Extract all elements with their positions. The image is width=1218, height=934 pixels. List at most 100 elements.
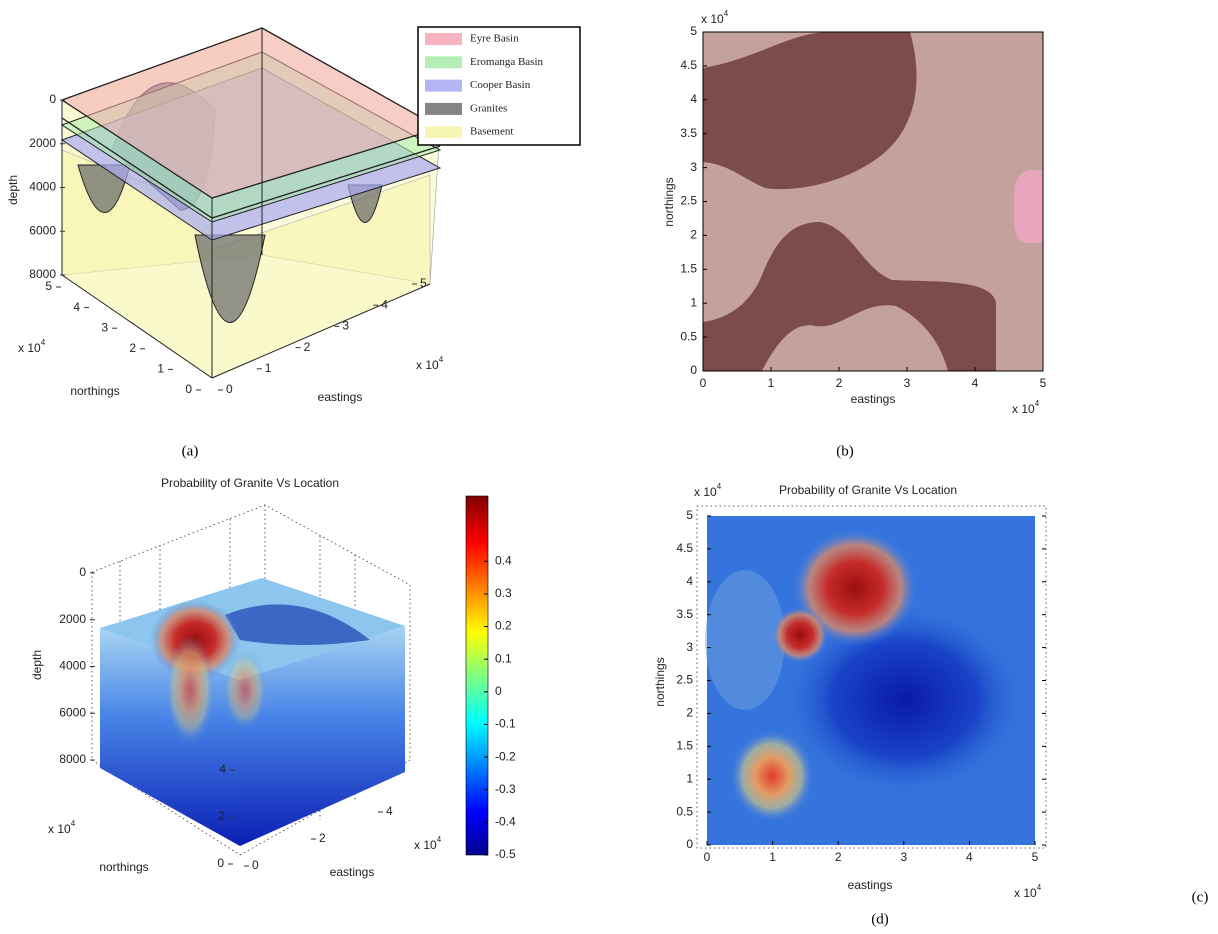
- multiplier: x 104: [694, 482, 722, 499]
- x-tick-label: 1: [769, 850, 776, 864]
- tick-label: 2: [218, 809, 225, 823]
- panel-a: depth northings eastings x 104 x 104 (a): [6, 27, 580, 459]
- y-tick-label: 4: [690, 92, 697, 106]
- multiplier: x 104: [18, 338, 46, 355]
- axis-label: northings: [99, 860, 148, 874]
- y-tick-label: 0: [686, 837, 693, 851]
- y-tick-label: 5: [690, 24, 697, 38]
- multiplier: x 104: [1012, 399, 1040, 416]
- colorbar-tick-label: 0.2: [495, 619, 512, 633]
- tick-label: 0: [185, 382, 192, 396]
- y-tick-label: 3.5: [680, 126, 697, 140]
- tick-label: 2000: [29, 136, 56, 150]
- multiplier: x 104: [1014, 883, 1042, 900]
- y-tick-label: 2.5: [680, 194, 697, 208]
- chart-title: Probability of Granite Vs Location: [779, 483, 957, 497]
- y-tick-label: 0.5: [676, 804, 693, 818]
- axis-label: northings: [662, 177, 676, 226]
- y-tick-label: 5: [686, 508, 693, 522]
- tick-label: 4000: [29, 180, 56, 194]
- colorbar-tick-label: -0.1: [495, 717, 516, 731]
- tick-label: 0: [217, 856, 224, 870]
- multiplier: x 104: [414, 835, 442, 852]
- y-tick-label: 4: [686, 574, 693, 588]
- tick-label: 2000: [59, 612, 86, 626]
- axis-label: depth: [6, 175, 20, 205]
- legend-label: Basement: [470, 126, 513, 138]
- colorbar-tick-label: -0.5: [495, 847, 516, 861]
- x-tick-label: 5: [1032, 850, 1039, 864]
- colorbar-tick-label: -0.2: [495, 749, 516, 763]
- caption: (b): [836, 443, 854, 459]
- y-tick-label: 4.5: [680, 58, 697, 72]
- legend-swatch: [425, 56, 462, 68]
- y-tick-label: 4.5: [676, 541, 693, 555]
- colorbar-tick-label: 0.3: [495, 586, 512, 600]
- legend-swatch: [425, 33, 462, 45]
- y-tick-label: 2: [690, 228, 697, 242]
- legend-label: Eromanga Basin: [470, 56, 544, 68]
- x-tick-label: 2: [835, 850, 842, 864]
- x-tick-label: 4: [972, 376, 979, 390]
- y-tick-label: 3: [690, 160, 697, 174]
- tick-label: 2: [129, 341, 136, 355]
- legend-label: Cooper Basin: [470, 79, 531, 91]
- x-tick-label: 3: [900, 850, 907, 864]
- legend-swatch: [425, 80, 462, 92]
- panel-b: eastings northings x 104 x 104 (b): [662, 9, 1043, 459]
- caption: (a): [182, 443, 199, 459]
- tick-label: 1: [157, 362, 164, 376]
- y-tick-label: 1: [686, 771, 693, 785]
- x-tick-label: 5: [1040, 376, 1047, 390]
- tick-label: 3: [342, 319, 349, 333]
- y-tick-label: 1.5: [676, 738, 693, 752]
- tick-label: 0: [79, 565, 86, 579]
- multiplier: x 104: [416, 355, 444, 372]
- tick-label: 6000: [29, 223, 56, 237]
- axis-label: eastings: [318, 390, 363, 404]
- y-tick-label: 1.5: [680, 261, 697, 275]
- legend-label: Eyre Basin: [470, 33, 519, 45]
- y-tick-label: 2: [686, 706, 693, 720]
- colorbar-tick-label: 0.4: [495, 553, 512, 567]
- y-tick-label: 0: [690, 363, 697, 377]
- y-tick-label: 1: [690, 295, 697, 309]
- x-tick-label: 2: [836, 376, 843, 390]
- axis-label: northings: [70, 384, 119, 398]
- y-tick-label: 0.5: [680, 329, 697, 343]
- figure: depth northings eastings x 104 x 104 (a)…: [0, 0, 1218, 934]
- caption: (d): [871, 911, 889, 927]
- legend-swatch: [425, 126, 462, 138]
- axis-label: northings: [653, 657, 667, 706]
- tick-label: 2: [304, 340, 311, 354]
- chart-title: Probability of Granite Vs Location: [161, 476, 339, 490]
- tick-label: 4: [381, 297, 388, 311]
- tick-label: 0: [49, 92, 56, 106]
- tick-label: 4000: [59, 659, 86, 673]
- tick-label: 0: [252, 858, 259, 872]
- axis-label: eastings: [848, 878, 893, 892]
- colorbar-tick-label: -0.3: [495, 782, 516, 796]
- y-tick-label: 3: [686, 640, 693, 654]
- caption: (c): [1192, 889, 1209, 905]
- axis-label: eastings: [851, 392, 896, 406]
- legend-label: Granites: [470, 102, 507, 114]
- x-tick-label: 3: [904, 376, 911, 390]
- tick-label: 6000: [59, 705, 86, 719]
- x-tick-label: 0: [704, 850, 711, 864]
- legend-swatch: [425, 103, 462, 115]
- x-tick-label: 0: [700, 376, 707, 390]
- tick-label: 2: [319, 831, 326, 845]
- tick-label: 0: [226, 382, 233, 396]
- axis-label: depth: [30, 650, 44, 680]
- tick-label: 4: [386, 804, 393, 818]
- y-tick-label: 2.5: [676, 673, 693, 687]
- multiplier: x 104: [701, 9, 729, 26]
- x-tick-label: 4: [966, 850, 973, 864]
- axis-label: eastings: [330, 865, 375, 879]
- colorbar-tick-label: -0.4: [495, 815, 516, 829]
- y-tick-label: 3.5: [676, 607, 693, 621]
- tick-label: 5: [45, 279, 52, 293]
- tick-label: 4: [73, 300, 80, 314]
- multiplier: x 104: [48, 819, 76, 836]
